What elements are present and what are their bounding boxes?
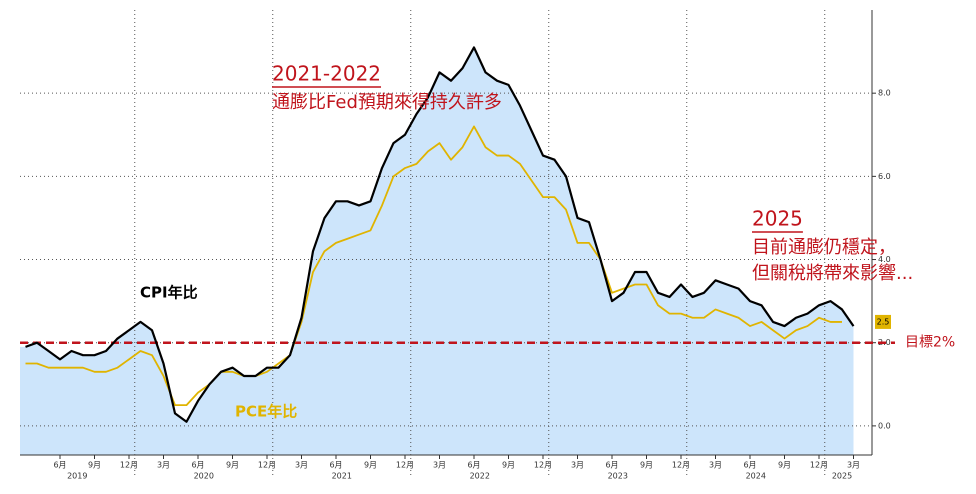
year-label: 2025 [832, 472, 852, 481]
x-tick-label: 12月 [534, 461, 552, 470]
x-tick-label: 6月 [605, 461, 618, 470]
annotation-title: 2021-2022 [272, 62, 381, 86]
y-tick-label: 6.0 [878, 172, 891, 181]
x-tick-label: 6月 [329, 461, 342, 470]
x-tick-label: 3月 [295, 461, 308, 470]
year-label: 2020 [194, 472, 214, 481]
annotation-line: 目前通膨仍穩定， [752, 237, 896, 258]
cpi-area [20, 47, 854, 456]
x-tick-label: 12月 [396, 461, 414, 470]
x-tick-label: 9月 [640, 461, 653, 470]
x-tick-label: 3月 [847, 461, 860, 470]
x-tick-label: 6月 [53, 461, 66, 470]
x-tick-label: 9月 [88, 461, 101, 470]
cpi-label: CPI年比 [140, 284, 198, 302]
year-label: 2022 [470, 472, 490, 481]
x-tick-label: 6月 [191, 461, 204, 470]
year-label: 2023 [608, 472, 628, 481]
y-tick-label: 0.0 [878, 421, 891, 430]
x-tick-label: 9月 [364, 461, 377, 470]
x-tick-label: 12月 [258, 461, 276, 470]
x-tick-label: 3月 [571, 461, 584, 470]
target-label: 目標2% [905, 335, 955, 351]
annotation-line: 通膨比Fed預期來得持久許多 [272, 92, 502, 113]
x-tick-label: 12月 [120, 461, 138, 470]
value-tag [875, 314, 891, 329]
x-tick-label: 9月 [502, 461, 515, 470]
x-tick-label: 6月 [467, 461, 480, 470]
year-label: 2021 [332, 472, 352, 481]
y-tick-label: 4.0 [878, 255, 891, 264]
value-tag-label: 2.5 [877, 317, 890, 326]
x-tick-label: 9月 [226, 461, 239, 470]
x-tick-label: 12月 [810, 461, 828, 470]
y-tick-label: 8.0 [878, 89, 891, 98]
pce-label: PCE年比 [235, 403, 297, 421]
annotation-title: 2025 [752, 207, 803, 231]
year-label: 2024 [746, 472, 766, 481]
x-tick-label: 6月 [743, 461, 756, 470]
x-tick-label: 3月 [433, 461, 446, 470]
year-label: 2019 [67, 472, 87, 481]
series-line [25, 46, 855, 423]
x-tick-label: 12月 [672, 461, 690, 470]
annotation-line: 但關稅將帶來影響... [752, 263, 913, 284]
x-tick-label: 3月 [709, 461, 722, 470]
x-tick-label: 3月 [157, 461, 170, 470]
x-tick-label: 9月 [778, 461, 791, 470]
series-line [25, 125, 842, 406]
